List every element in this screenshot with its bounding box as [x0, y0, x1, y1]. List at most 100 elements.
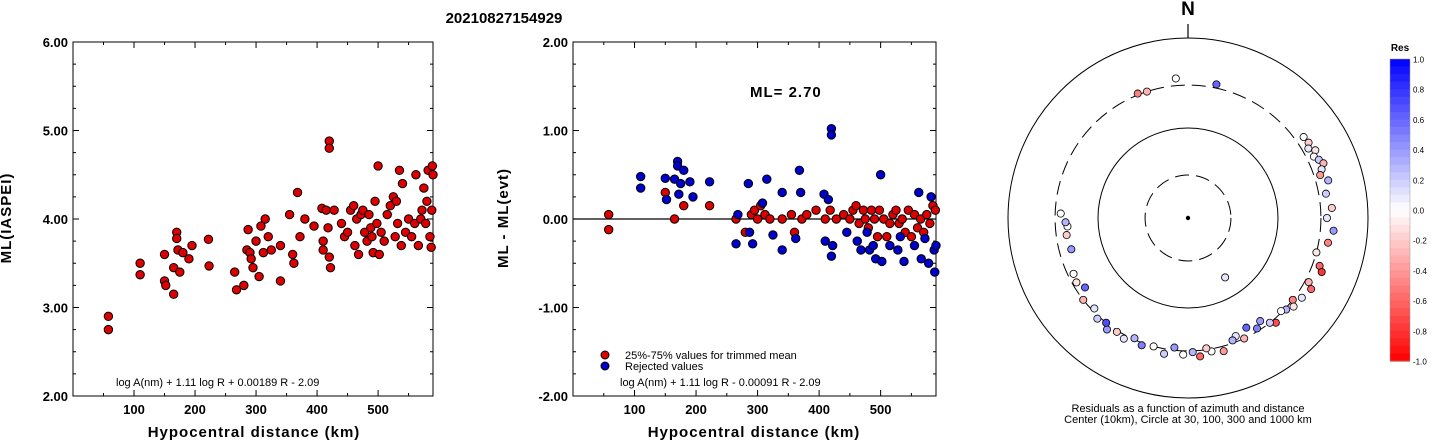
rejected-point [862, 227, 872, 237]
colorbar-tick-label: -0.6 [1413, 297, 1427, 306]
residual-point [1329, 226, 1338, 235]
left-y-tick-label: 5.00 [43, 124, 68, 139]
trimmed-point [858, 205, 869, 215]
residual-point [1072, 278, 1081, 287]
colorbar-segment [1390, 240, 1410, 249]
rejected-point [795, 187, 806, 198]
colorbar-segment [1390, 96, 1410, 105]
colorbar-segment [1390, 225, 1410, 234]
left-x-tick-label: 500 [367, 402, 389, 417]
ml-point [425, 232, 435, 242]
ml-point [178, 247, 188, 258]
rejected-point [757, 198, 768, 208]
residual-point [1090, 304, 1099, 313]
left-y-tick-label: 2.00 [43, 389, 68, 404]
rejected-point [685, 177, 695, 187]
colorbar-tick-label: 0.8 [1413, 86, 1425, 95]
residual-point [1317, 268, 1326, 277]
mid-y-axis-label: ML - ML(evt) [495, 168, 512, 268]
trimmed-point [786, 209, 797, 220]
ml-point [420, 218, 431, 229]
ml-point [382, 209, 392, 220]
trimmed-point [679, 201, 689, 211]
polar-caption-line1: Residuals as a function of azimuth and d… [1072, 403, 1305, 415]
trimmed-point [831, 214, 842, 224]
ml-point [256, 221, 266, 231]
ml-point [231, 285, 242, 295]
residual-point [1265, 318, 1274, 327]
ml-point [379, 236, 389, 246]
rejected-point [895, 232, 906, 242]
residual-point [1081, 283, 1090, 292]
residual-point [1179, 350, 1188, 359]
left-y-tick-label: 4.00 [43, 212, 68, 227]
ml-point [350, 240, 360, 251]
trimmed-point [765, 214, 775, 224]
ml-point [411, 170, 421, 180]
colorbar-segment [1390, 285, 1410, 294]
ml-point [204, 261, 214, 271]
ml-point [287, 249, 298, 260]
ml-point [329, 205, 339, 215]
residual-point [1277, 307, 1286, 316]
trimmed-point [872, 232, 883, 242]
trimmed-point [851, 201, 861, 211]
ml-point [376, 227, 386, 237]
mid-x-tick-label: 400 [808, 402, 830, 417]
residual-point [1312, 248, 1321, 257]
ml-point [187, 240, 197, 251]
ml-point [390, 232, 400, 242]
rejected-point [762, 174, 772, 184]
ml-point [370, 196, 380, 207]
residual-point [1304, 278, 1313, 287]
rejected-point [688, 192, 698, 202]
residual-point [1219, 347, 1228, 356]
colorbar-segment [1390, 293, 1410, 302]
ml-point [229, 267, 240, 277]
rejected-point [926, 192, 936, 202]
ml-point [324, 252, 334, 262]
ml-point [321, 205, 331, 215]
residual-point [1322, 213, 1331, 222]
rejected-point [893, 245, 903, 255]
colorbar-segment [1390, 217, 1410, 226]
colorbar-segment [1390, 270, 1410, 279]
rejected-point [920, 233, 930, 244]
mid-x-axis-label: Hypocentral distance (km) [648, 424, 861, 441]
ml-point [159, 249, 170, 260]
rejected-point [916, 254, 926, 264]
colorbar-segment [1390, 142, 1410, 151]
ml-point [135, 258, 145, 268]
colorbar-tick-label: 1.0 [1413, 56, 1425, 65]
residual-point [1079, 295, 1088, 304]
rejected-point [868, 240, 878, 251]
trimmed-point [906, 232, 917, 242]
left-plot-frame [72, 41, 434, 397]
residual-point [1061, 218, 1070, 227]
rejected-point [877, 256, 887, 267]
ml-point [292, 187, 303, 198]
page-title: 20210827154929 [446, 10, 563, 27]
mid-y-tick-label: -2.00 [538, 389, 568, 404]
colorbar-tick-label: 0.6 [1413, 116, 1425, 125]
rejected-point [675, 178, 686, 189]
rejected-point [743, 178, 754, 189]
residual-point [1170, 343, 1179, 352]
polar-caption-line2: Center (10km), Circle at 30, 100, 300 an… [1064, 414, 1312, 426]
colorbar-segment [1390, 194, 1410, 204]
distance-circle [1144, 174, 1232, 262]
residual-point [1324, 238, 1333, 247]
azimuth-distance-plot: N Residuals as a function of azimuth and… [1007, 0, 1369, 426]
ml-point [266, 245, 277, 255]
colorbar-tick-label: 0.2 [1413, 176, 1425, 185]
mid-y-tick-label: 0.00 [543, 212, 568, 227]
legend-marker-trimmed [600, 350, 610, 360]
ml-point [396, 240, 406, 251]
trimmed-point [845, 214, 855, 224]
ml-point [248, 262, 258, 273]
residual-point [1160, 349, 1169, 358]
ml-point [324, 143, 334, 153]
colorbar-segment [1390, 126, 1410, 136]
residual-point [1304, 144, 1313, 153]
ml-point [342, 227, 353, 237]
